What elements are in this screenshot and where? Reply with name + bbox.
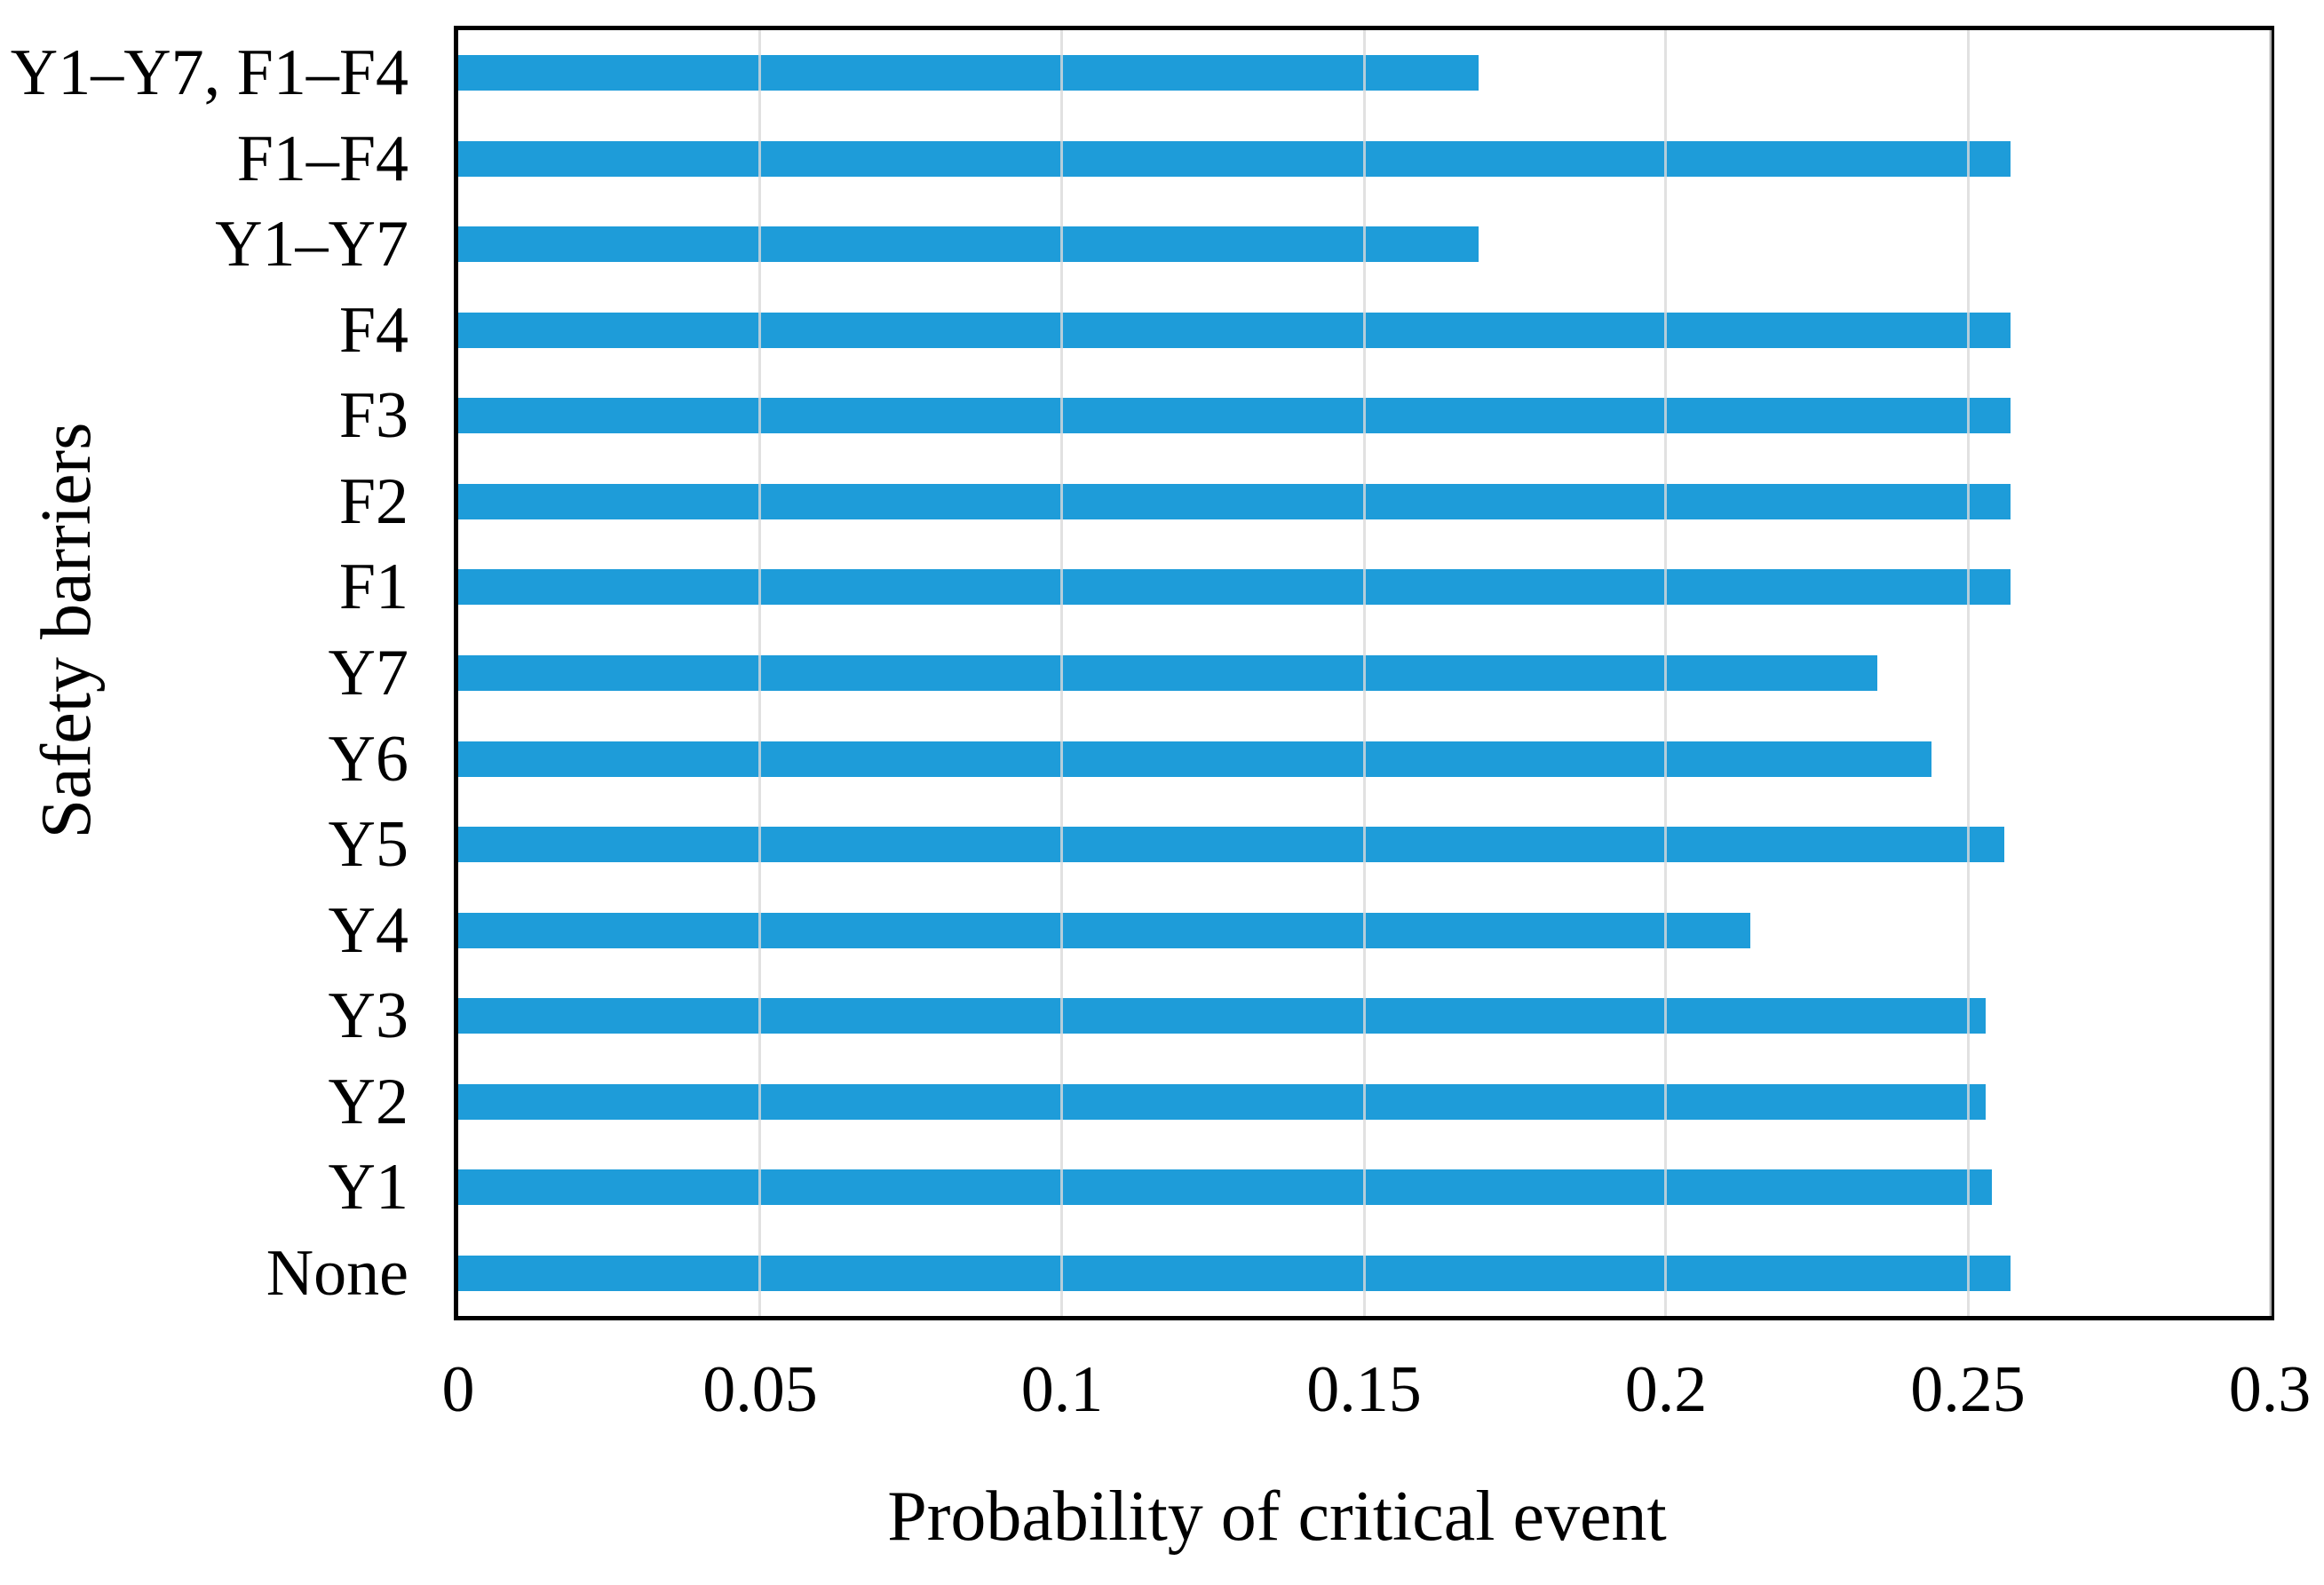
- category-label-row: Y1–Y7, F1–F4: [0, 30, 408, 116]
- category-label: None: [266, 1236, 408, 1310]
- category-label: Y6: [328, 722, 408, 796]
- bar-row: [458, 802, 2270, 888]
- x-axis-tick-labels: 0 0.05 0.1 0.15 0.2 0.25 0.3: [442, 1353, 2312, 1437]
- bar: [458, 226, 1479, 263]
- bar: [458, 140, 2011, 177]
- bar: [458, 483, 2011, 519]
- gridline: [1060, 30, 1064, 1316]
- bar: [458, 741, 1932, 777]
- x-axis-title: Probability of critical event: [887, 1478, 1667, 1556]
- bar: [458, 398, 2011, 434]
- bar-row: [458, 887, 2270, 973]
- category-label: Y1: [328, 1151, 408, 1224]
- category-label: F4: [338, 293, 408, 367]
- bar-row: [458, 1058, 2270, 1145]
- bar-row: [458, 1145, 2270, 1231]
- x-tick-label: 0: [441, 1353, 475, 1426]
- bar: [458, 1255, 2011, 1291]
- category-label-row: F1: [0, 544, 408, 630]
- category-label: Y5: [328, 808, 408, 882]
- category-label: F2: [338, 464, 408, 538]
- bar: [458, 55, 1479, 91]
- bar: [458, 1169, 1993, 1206]
- bar-row: [458, 30, 2270, 116]
- bar-row: [458, 1230, 2270, 1316]
- category-label-row: Y1: [0, 1145, 408, 1231]
- bar: [458, 912, 1751, 948]
- x-tick-label: 0.15: [1306, 1353, 1422, 1426]
- category-label-row: Y6: [0, 716, 408, 802]
- category-label: Y3: [328, 979, 408, 1053]
- category-label: Y1–Y7, F1–F4: [10, 36, 408, 110]
- bar: [458, 312, 2011, 348]
- bar: [458, 569, 2011, 606]
- bar: [458, 998, 1987, 1034]
- bar: [458, 654, 1877, 691]
- bar-row: [458, 973, 2270, 1059]
- bar-row: [458, 373, 2270, 459]
- x-tick-label: 0.1: [1020, 1353, 1104, 1426]
- category-label-row: F3: [0, 373, 408, 459]
- category-label-row: F4: [0, 288, 408, 374]
- category-label-row: Y2: [0, 1058, 408, 1145]
- category-label: Y2: [328, 1065, 408, 1138]
- category-label-row: Y4: [0, 887, 408, 973]
- y-axis-labels: Y1–Y7, F1–F4 F1–F4 Y1–Y7 F4 F3 F2 F1 Y7 Y6 Y5 Y4 Y3…: [0, 30, 408, 1316]
- bar-row: [458, 116, 2270, 202]
- plot-area: [454, 26, 2274, 1320]
- gridline: [758, 30, 762, 1316]
- bar-row: [458, 459, 2270, 545]
- category-label-row: Y1–Y7: [0, 202, 408, 288]
- category-label-row: Y3: [0, 973, 408, 1059]
- x-tick-label: 0.3: [2228, 1353, 2312, 1426]
- x-tick-label: 0.25: [1910, 1353, 2026, 1426]
- category-label: F1: [338, 551, 408, 624]
- category-label-row: Y7: [0, 630, 408, 717]
- category-label: F3: [338, 379, 408, 453]
- gridline: [2268, 30, 2272, 1316]
- category-label-row: Y5: [0, 802, 408, 888]
- category-label-row: F2: [0, 459, 408, 545]
- category-label: Y7: [328, 636, 408, 709]
- category-label: Y1–Y7: [215, 208, 408, 281]
- category-label-row: None: [0, 1230, 408, 1316]
- plot-inner: [458, 30, 2272, 1316]
- bar-row: [458, 288, 2270, 374]
- category-label-row: F1–F4: [0, 116, 408, 202]
- x-tick-label: 0.05: [702, 1353, 818, 1426]
- bar: [458, 1083, 1987, 1120]
- bar: [458, 827, 2004, 863]
- bar-row: [458, 716, 2270, 802]
- gridline: [1966, 30, 1970, 1316]
- bar-row: [458, 544, 2270, 630]
- category-label: F1–F4: [236, 122, 408, 195]
- bar-row: [458, 202, 2270, 288]
- x-tick-label: 0.2: [1624, 1353, 1708, 1426]
- gridline: [1362, 30, 1366, 1316]
- category-label: Y4: [328, 893, 408, 967]
- gridline: [1664, 30, 1668, 1316]
- bar-row: [458, 630, 2270, 717]
